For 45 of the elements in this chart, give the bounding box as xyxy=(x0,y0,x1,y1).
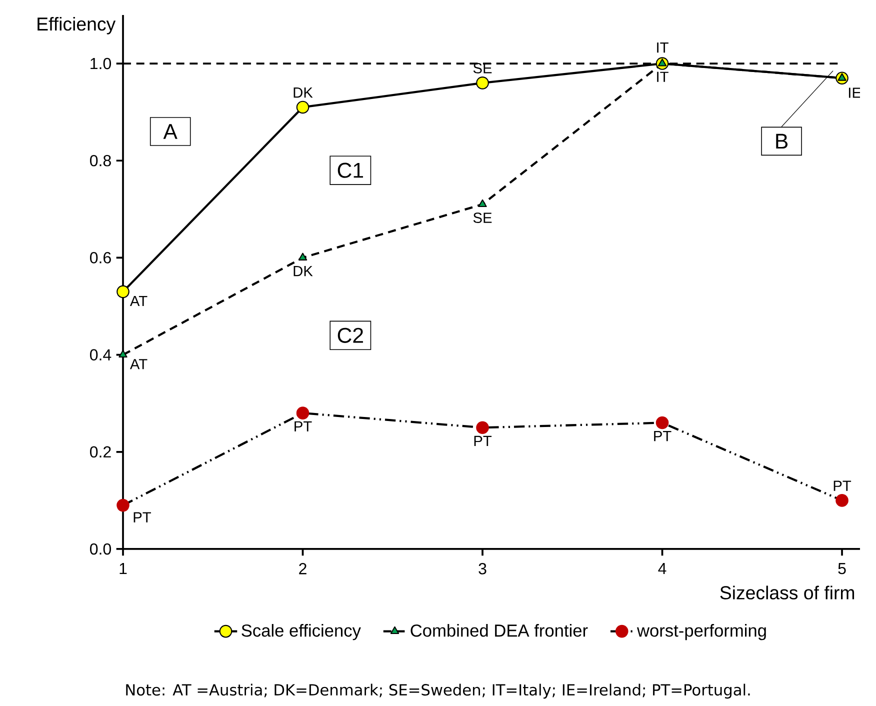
point xyxy=(298,252,308,260)
annotation: PT xyxy=(134,512,151,522)
annotation: SE xyxy=(473,212,492,223)
annotation: DK xyxy=(294,88,313,98)
point xyxy=(118,350,128,358)
x-tick-label: 5 xyxy=(838,563,846,574)
y-tick-label: 0.4 xyxy=(90,349,112,360)
annotation: B xyxy=(776,134,788,149)
x-tick-label: 1 xyxy=(120,563,127,574)
point xyxy=(116,285,130,298)
point xyxy=(476,421,489,434)
annotation: C1 xyxy=(338,162,363,178)
annotation: AT xyxy=(130,296,148,306)
annotation: IT xyxy=(657,72,668,82)
annotation: DK xyxy=(294,266,313,276)
point xyxy=(116,498,130,512)
point xyxy=(478,199,487,208)
legend-label: Combined DEA frontier xyxy=(410,624,588,637)
legend-label: worst-performing xyxy=(636,624,766,640)
annotation: A xyxy=(163,124,178,139)
legend-label: Scale efficiency xyxy=(242,624,361,640)
y-tick-label: 0.6 xyxy=(90,252,111,264)
annotation: PT xyxy=(834,480,852,491)
annotation: IT xyxy=(657,42,668,53)
x-axis-title: Sizeclass of firm xyxy=(720,586,854,600)
x-tick-label: 2 xyxy=(299,563,306,574)
y-tick-label: 0.0 xyxy=(90,543,112,555)
point xyxy=(296,406,310,420)
point xyxy=(656,416,669,430)
annotation: AT xyxy=(130,359,148,370)
annotation: PT xyxy=(474,436,492,446)
x-tick-label: 3 xyxy=(478,563,486,574)
point xyxy=(296,100,310,114)
annotation: PT xyxy=(654,431,672,442)
annotation: PT xyxy=(294,421,312,432)
y-axis-title: Efficiency xyxy=(38,16,116,34)
y-tick-label: 0.2 xyxy=(90,446,111,458)
point xyxy=(476,76,489,90)
annotation: C2 xyxy=(338,328,363,343)
point xyxy=(836,494,848,507)
annotation: IE xyxy=(848,88,861,98)
text: Note: AT =Austria; DK=Denmark; SE=Sweden; IT=Italy; IE=Ireland; PT=Portugal. xyxy=(126,684,750,699)
x-tick-label: 4 xyxy=(658,563,666,574)
y-tick-label: 1.0 xyxy=(90,58,112,70)
y-tick-label: 0.8 xyxy=(90,154,111,166)
